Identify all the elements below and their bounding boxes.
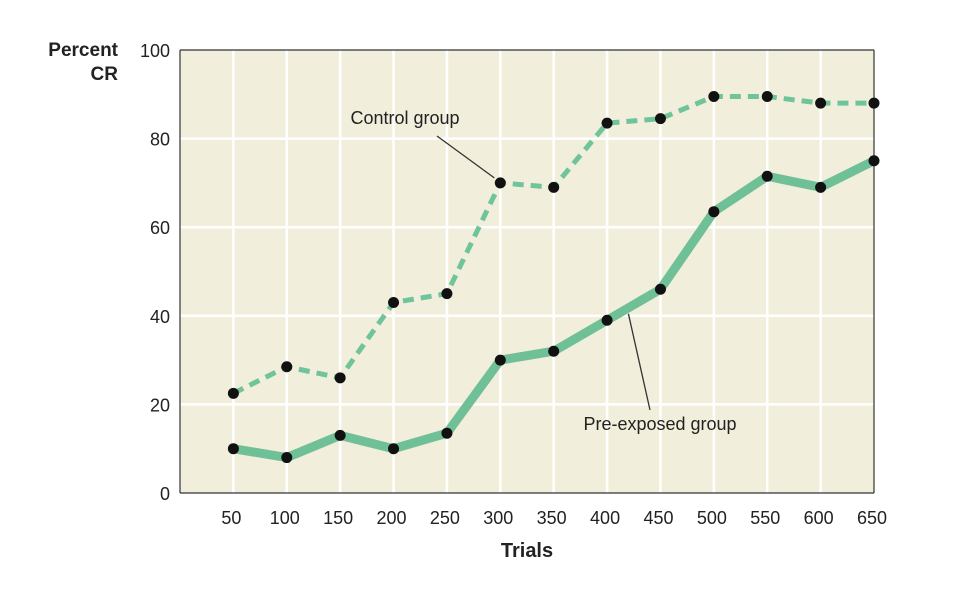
y-axis-label-line-1: Percent — [48, 40, 118, 61]
x-axis-label: Trials — [501, 540, 553, 562]
data-point-control — [334, 372, 346, 384]
x-tick-labels: 50 100 150 200 250 300 350 400 450 500 550 600 650 — [221, 508, 887, 528]
data-markers — [227, 91, 880, 464]
x-tick-label: 250 — [430, 508, 460, 528]
data-point-control — [868, 97, 880, 109]
annotation-label-preexposed: Pre-exposed group — [583, 414, 736, 434]
plot-background — [180, 50, 874, 493]
data-point-control — [815, 97, 827, 109]
x-tick-label: 50 — [221, 508, 241, 528]
data-point-control — [601, 117, 613, 129]
y-axis-label-line-2: CR — [91, 64, 119, 85]
x-tick-label: 150 — [323, 508, 353, 528]
data-point-preexposed — [494, 354, 506, 366]
x-tick-label: 400 — [590, 508, 620, 528]
data-point-preexposed — [548, 345, 560, 357]
data-point-control — [548, 181, 560, 193]
x-tick-label: 650 — [857, 508, 887, 528]
y-tick-label: 20 — [150, 395, 170, 415]
data-point-preexposed — [654, 283, 666, 295]
y-tick-label: 60 — [150, 218, 170, 238]
data-point-control — [281, 361, 293, 373]
data-point-preexposed — [227, 443, 239, 455]
data-point-control — [708, 91, 720, 103]
data-point-preexposed — [815, 181, 827, 193]
annotation-leader-preexposed — [627, 313, 651, 411]
data-point-preexposed — [334, 429, 346, 441]
x-tick-label: 500 — [697, 508, 727, 528]
y-tick-label: 100 — [140, 41, 170, 61]
data-point-preexposed — [601, 314, 613, 326]
x-tick-label: 100 — [270, 508, 300, 528]
annotations: Control group Pre-exposed group — [350, 108, 736, 434]
data-point-preexposed — [388, 443, 400, 455]
data-point-control — [227, 387, 239, 399]
annotation-leader-control — [436, 135, 495, 179]
data-point-preexposed — [708, 206, 720, 218]
x-tick-label: 550 — [750, 508, 780, 528]
data-point-control — [441, 288, 453, 300]
x-tick-label: 200 — [377, 508, 407, 528]
y-tick-label: 0 — [160, 484, 170, 504]
y-tick-labels: 0 20 40 60 80 100 — [140, 41, 170, 504]
annotation-label-control: Control group — [350, 108, 459, 128]
data-point-preexposed — [281, 452, 293, 464]
x-tick-label: 600 — [804, 508, 834, 528]
data-point-control — [654, 113, 666, 125]
x-tick-label: 300 — [483, 508, 513, 528]
data-point-preexposed — [761, 170, 773, 182]
data-point-preexposed — [441, 427, 453, 439]
data-point-preexposed — [868, 155, 880, 167]
y-tick-label: 40 — [150, 307, 170, 327]
data-point-control — [388, 297, 400, 309]
x-tick-label: 350 — [537, 508, 567, 528]
y-tick-label: 80 — [150, 130, 170, 150]
data-point-control — [761, 91, 773, 103]
x-tick-label: 450 — [643, 508, 673, 528]
data-point-control — [494, 177, 506, 189]
